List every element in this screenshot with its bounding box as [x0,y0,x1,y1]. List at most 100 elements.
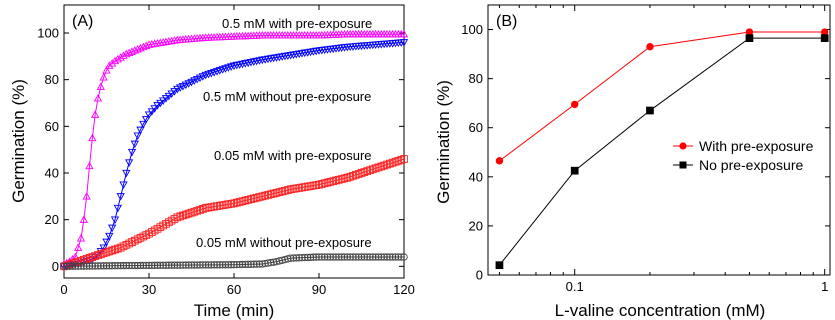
panel-a-point [326,178,335,186]
panel-a-point [105,232,114,241]
panel-a-point [394,253,403,261]
panel-a-point [216,261,224,269]
panel-a-point [74,243,83,251]
panel-a-point [255,193,264,201]
panel-b-point [820,34,829,42]
panel-a-point [102,66,111,74]
panel-a-point [170,36,179,44]
panel-a-point [125,48,134,57]
panel-a-point [182,261,190,269]
panel-a-point [102,262,111,270]
panel-a-point [272,257,281,266]
panel-a-point [329,177,338,186]
panel-a-point [150,39,159,47]
panel-a-xtick-label: 30 [142,282,156,297]
panel-a-point [170,261,179,269]
annotation-05mm-without: 0.5 mM without pre-exposure [203,89,371,104]
panel-a: (A) Time (min) Germination (%) 0 30 60 90 12… [9,4,415,320]
panel-a-point [142,261,150,270]
panel-a-point [147,39,156,48]
panel-a-point [125,261,133,270]
panel-a-point [301,253,309,262]
panel-a-point [114,261,122,270]
panel-a-point [99,73,108,81]
panel-a-point [125,159,134,167]
panel-a-point [164,92,173,101]
panel-a-point [133,261,142,270]
panel-a-point [179,261,187,269]
panel-a-point [167,36,176,45]
panel-a-point [153,38,162,47]
panel-a-point [380,161,389,170]
panel-a-point [139,120,148,129]
annotation-005mm-without: 0.05 mM without pre-exposure [196,235,372,250]
panel-a-point [207,203,216,211]
panel-a-point [71,262,80,270]
panel-a-point [199,261,207,269]
panel-a-point [284,255,292,263]
panel-a-point [125,239,134,248]
panel-a-point [159,261,167,269]
panel-b-xtick-label: 0.1 [566,279,584,294]
panel-a-point [227,261,235,269]
panel-a-point [374,253,383,261]
panel-a-ytick-label: 0 [52,259,59,274]
panel-a-point [281,255,289,264]
panel-a-point [184,261,193,269]
panel-a-point [326,253,335,261]
panel-a-point [94,251,102,259]
panel-a-point [343,253,352,261]
panel-a-point [374,163,383,172]
panel-a-point [127,148,137,157]
panel-a-point [377,162,386,171]
panel-a-point [383,160,391,169]
panel-a-point [340,174,349,183]
panel-a-point [312,181,321,189]
panel-a-point [261,191,270,200]
panel-b-point [495,157,504,165]
panel-a-point [386,253,394,261]
panel-a-point [156,261,165,269]
panel-a-point [309,253,318,261]
panel-a-point [156,99,165,108]
panel-a-point [400,155,408,163]
panel-a-point [213,261,221,269]
panel-a-point [269,258,278,266]
panel-b-point [571,100,579,109]
panel-a-point [96,250,105,259]
panel-a-point [278,256,286,264]
panel-a-point [224,200,233,209]
panel-a-point [116,243,125,252]
panel-a-point [233,260,241,269]
panel-a-point [173,261,182,269]
panel-a-point [213,202,221,210]
panel-a-point [204,203,213,212]
panel-a-point [131,261,139,270]
panel-a-point [320,253,329,261]
panel-a-point [298,254,306,262]
panel-a-point [127,47,137,55]
panel-a-point [119,181,128,189]
panel-a-point [221,261,230,269]
panel-a-point [173,213,182,222]
panel-a-point [227,199,236,208]
panel-a-point [108,59,117,67]
panel-a-point [193,206,202,215]
panel-a-point [255,260,264,268]
panel-a-point [292,254,301,262]
panel-a-point [128,261,136,270]
panel-a-point [388,253,397,261]
panel-a-point [167,261,176,269]
panel-a-series [59,29,409,271]
panel-a-point [82,255,91,263]
panel-a-point [85,262,94,270]
panel-a-point [119,51,128,59]
panel-a-point [207,261,216,269]
panel-a-point [283,186,292,194]
panel-a-point [60,262,68,271]
panel-a-xtick-label: 0 [60,282,67,297]
panel-b: (B) L-valine concentration (mM) Germinat… [434,4,831,320]
panel-a-point [159,97,168,105]
panel-a-ytick-label: 60 [45,119,59,134]
